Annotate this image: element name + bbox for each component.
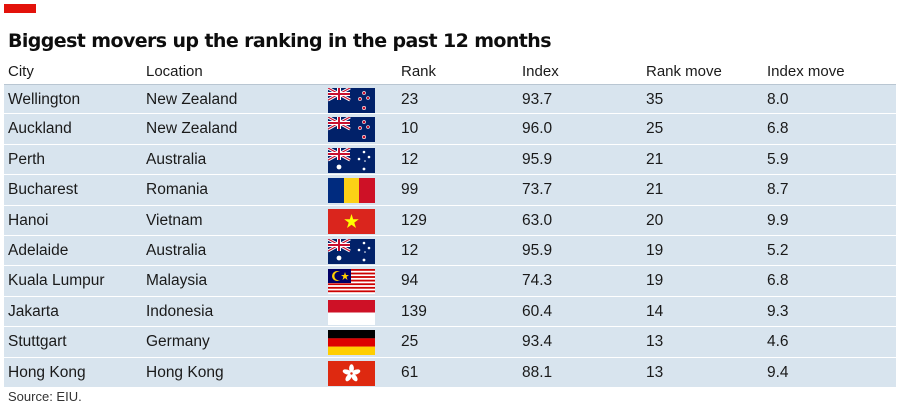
- cell-rank: 12: [401, 150, 419, 168]
- cell-location: Romania: [146, 181, 209, 199]
- cell-index: 88.1: [522, 363, 553, 381]
- table-body: Wellington New Zealand 23 93.7 35 8.0 Auckland…: [4, 84, 896, 388]
- vietnam-flag-icon: [328, 208, 375, 234]
- cell-rank-move: 21: [646, 150, 664, 168]
- column-header-city: City: [8, 63, 34, 80]
- cell-index: 60.4: [522, 302, 553, 320]
- cell-index-move: 8.0: [767, 91, 789, 108]
- table-row: Hanoi Vietnam 129 63.0 20 9.9: [4, 205, 896, 236]
- source-note: Source: EIU.: [8, 389, 82, 404]
- indonesia-flag-icon: [328, 299, 375, 325]
- table-row: Hong Kong Hong Kong 61 88.1 13 9.4: [4, 357, 896, 388]
- cell-location: Malaysia: [146, 272, 208, 290]
- cell-city: Kuala Lumpur: [8, 272, 105, 290]
- cell-index-move: 6.8: [767, 120, 789, 138]
- table-row: Perth Australia 12 95.9 21 5.9: [4, 144, 896, 176]
- cell-rank: 99: [401, 181, 419, 199]
- cell-rank: 129: [401, 211, 427, 229]
- cell-index: 63.0: [522, 211, 553, 229]
- cell-index-move: 9.9: [767, 211, 789, 229]
- cell-city: Jakarta: [8, 302, 59, 320]
- cell-rank-move: 13: [646, 363, 664, 381]
- table-row: Auckland New Zealand 10 96.0 25 6.8: [4, 114, 896, 145]
- column-header-index-move: Index move: [767, 63, 845, 80]
- cell-index-move: 6.8: [767, 272, 789, 290]
- cell-index: 93.7: [522, 91, 553, 108]
- cell-location: Germany: [146, 333, 210, 351]
- cell-index-move: 8.7: [767, 181, 789, 199]
- cell-city: Auckland: [8, 120, 72, 138]
- new-zealand-flag-icon: [328, 117, 375, 143]
- cell-location: Australia: [146, 150, 207, 168]
- cell-rank-move: 19: [646, 241, 664, 259]
- cell-rank: 61: [401, 363, 419, 381]
- cell-rank-move: 19: [646, 272, 664, 290]
- cell-rank-move: 14: [646, 302, 664, 320]
- cell-index: 96.0: [522, 120, 553, 138]
- cell-rank: 139: [401, 302, 427, 320]
- australia-flag-icon: [328, 147, 375, 173]
- cell-index-move: 9.4: [767, 363, 789, 381]
- cell-index: 95.9: [522, 150, 553, 168]
- hong-kong-flag-icon: [328, 360, 375, 386]
- column-header-rank: Rank: [401, 63, 437, 80]
- table-row: Kuala Lumpur Malaysia 94 74.3 19 6.8: [4, 266, 896, 297]
- table-row: Bucharest Romania 99 73.7 21 8.7: [4, 175, 896, 206]
- cell-city: Bucharest: [8, 181, 78, 199]
- cell-location: New Zealand: [146, 91, 238, 108]
- cell-rank: 12: [401, 241, 419, 259]
- cell-rank: 23: [401, 91, 419, 108]
- australia-flag-icon: [328, 238, 375, 264]
- cell-city: Wellington: [8, 91, 81, 108]
- cell-rank: 94: [401, 272, 419, 290]
- romania-flag-icon: [328, 178, 375, 204]
- cell-index: 93.4: [522, 333, 553, 351]
- column-header-index: Index: [522, 63, 559, 80]
- cell-index-move: 9.3: [767, 302, 789, 320]
- cell-rank: 25: [401, 333, 419, 351]
- cell-rank-move: 20: [646, 211, 664, 229]
- cell-location: Vietnam: [146, 211, 203, 229]
- cell-city: Hong Kong: [8, 363, 86, 381]
- cell-rank-move: 21: [646, 181, 664, 199]
- table-row: Jakarta Indonesia 139 60.4 14 9.3: [4, 296, 896, 328]
- table-row: Adelaide Australia 12 95.9 19 5.2: [4, 235, 896, 267]
- table-row: Wellington New Zealand 23 93.7 35 8.0: [4, 84, 896, 115]
- cell-index: 74.3: [522, 272, 553, 290]
- table-row: Stuttgart Germany 25 93.4 13 4.6: [4, 327, 896, 358]
- cell-city: Perth: [8, 150, 46, 168]
- cell-city: Adelaide: [8, 241, 69, 259]
- column-header-rank-move: Rank move: [646, 63, 722, 80]
- cell-index: 95.9: [522, 241, 553, 259]
- cell-location: Australia: [146, 241, 207, 259]
- cell-rank-move: 35: [646, 91, 664, 108]
- cell-rank: 10: [401, 120, 419, 138]
- new-zealand-flag-icon: [328, 88, 375, 113]
- germany-flag-icon: [328, 330, 375, 356]
- chart-title: Biggest movers up the ranking in the pas…: [8, 30, 552, 52]
- cell-index-move: 5.2: [767, 241, 789, 259]
- cell-index-move: 5.9: [767, 150, 789, 168]
- cell-location: Indonesia: [146, 302, 214, 320]
- cell-index: 73.7: [522, 181, 553, 199]
- cell-rank-move: 25: [646, 120, 664, 138]
- malaysia-flag-icon: [328, 269, 375, 295]
- cell-rank-move: 13: [646, 333, 664, 351]
- cell-location: Hong Kong: [146, 363, 224, 381]
- column-header-location: Location: [146, 63, 203, 80]
- cell-city: Stuttgart: [8, 333, 67, 351]
- table-header: City Location Rank Index Rank move Index…: [0, 58, 900, 84]
- cell-index-move: 4.6: [767, 333, 789, 351]
- cell-city: Hanoi: [8, 211, 49, 229]
- brand-accent-bar: [4, 4, 36, 13]
- cell-location: New Zealand: [146, 120, 238, 138]
